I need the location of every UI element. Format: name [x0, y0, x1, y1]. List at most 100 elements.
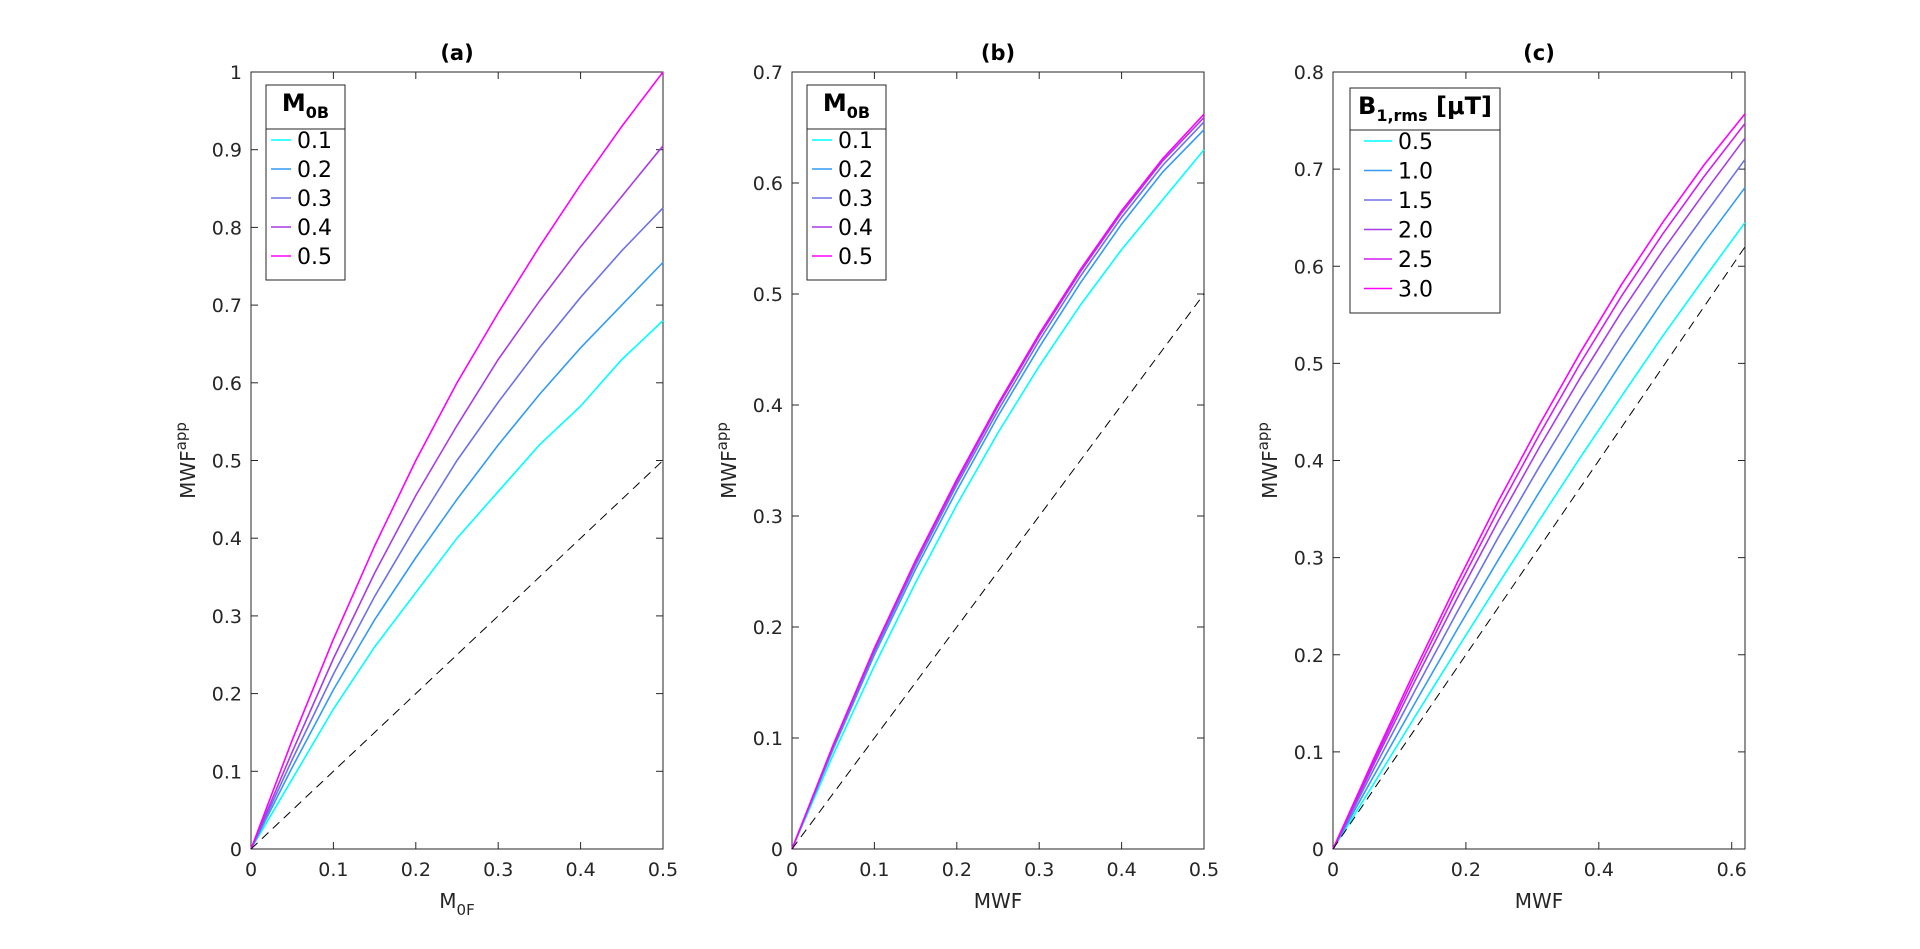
y-axis-title: MWFapp	[713, 422, 741, 499]
x-tick-label: 0	[245, 859, 257, 881]
y-tick-label: 1	[230, 62, 242, 84]
y-tick-label: 0.8	[1294, 62, 1324, 84]
legend-title: M0B	[282, 89, 329, 122]
panel-title: (a)	[440, 41, 473, 65]
legend-box	[806, 84, 887, 281]
legend-title-main: B	[1358, 92, 1376, 120]
series-line-0.2	[791, 129, 1205, 850]
x-tick-label: 0.4	[565, 859, 595, 881]
series-line-0.5	[791, 113, 1205, 850]
x-tick-label: 0	[1327, 859, 1339, 881]
y-tick-label: 0	[771, 839, 783, 861]
x-tick-label: 0.2	[942, 859, 972, 881]
y-tick-label: 0	[1312, 839, 1324, 861]
y-tick-label: 0.5	[1294, 353, 1324, 375]
y-tick-label: 0.4	[212, 528, 242, 550]
y-tick-label: 0.3	[1294, 548, 1324, 570]
y-tick-label: 0.6	[212, 373, 242, 395]
legend-entry-label: 0.2	[297, 158, 332, 183]
y-tick-label: 0.5	[753, 284, 783, 306]
x-tick-label: 0.2	[401, 859, 431, 881]
x-tick-label: 0.5	[648, 859, 678, 881]
y-tick-label: 0.3	[212, 606, 242, 628]
y-tick-label: 0.6	[753, 173, 783, 195]
legend-title-suffix: [μT]	[1428, 92, 1492, 120]
panel-title: (b)	[981, 41, 1015, 65]
y-tick-label: 0	[230, 839, 242, 861]
y-axis-title-main: MWF	[176, 450, 200, 499]
legend: B1,rms [μT] 0.5 1.0 1.5 2.0 2.5 3.0	[1349, 87, 1501, 314]
series-line-3.0	[1332, 113, 1746, 850]
x-tick-label: 0.2	[1451, 859, 1481, 881]
y-tick-label: 0.1	[212, 761, 242, 783]
x-tick-label: 0.3	[1024, 859, 1054, 881]
x-tick-label: 0.1	[859, 859, 889, 881]
x-tick-label: 0.4	[1106, 859, 1136, 881]
identity-reference-line	[791, 293, 1205, 850]
series-line-1.5	[1332, 158, 1746, 850]
chart-panel-c: 0 0.2 0.4 0.6 0 0.1 0.2 0.3 0.4 0.5 0.6 0.7 0.8 (c) MW…	[1254, 41, 1747, 913]
x-axis-title-main: MWF	[1515, 889, 1564, 913]
x-axis-title: MWF	[1515, 889, 1564, 913]
x-tick-label: 0	[786, 859, 798, 881]
x-axis-title-sub: 0F	[457, 901, 475, 919]
legend: M0B 0.1 0.2 0.3 0.4 0.5	[806, 84, 887, 281]
legend-entry-label: 2.5	[1398, 248, 1433, 273]
identity-reference-line	[250, 460, 664, 850]
y-axis-title-main: MWF	[717, 450, 741, 499]
x-axis-title: MWF	[974, 889, 1023, 913]
legend: M0B 0.1 0.2 0.3 0.4 0.5	[265, 84, 346, 281]
panel-title: (c)	[1523, 41, 1555, 65]
series-line-0.5	[1332, 222, 1746, 850]
legend-entry-label: 0.2	[838, 158, 873, 183]
y-tick-label: 0.9	[212, 140, 242, 162]
legend-title-main: M	[282, 89, 306, 117]
y-tick-label: 0.8	[212, 217, 242, 239]
series-line-0.4	[250, 145, 664, 850]
legend-entry-label: 0.3	[838, 187, 873, 212]
y-axis-title: MWFapp	[172, 422, 200, 499]
y-tick-label: 0.6	[1294, 256, 1324, 278]
y-axis-title-main: MWF	[1258, 450, 1282, 499]
legend-entry-label: 1.0	[1398, 160, 1433, 185]
x-axis-title-main: MWF	[974, 889, 1023, 913]
chart-panel-b: 0 0.1 0.2 0.3 0.4 0.5 0 0.1 0.2 0.3 0.4 0.5 0.6 0.7 (b…	[713, 41, 1219, 913]
series-line-2.0	[1332, 137, 1746, 850]
y-tick-label: 0.1	[1294, 742, 1324, 764]
series-line-0.5	[250, 71, 664, 850]
legend-box	[265, 84, 346, 281]
legend-entry-label: 0.5	[297, 245, 332, 270]
legend-entry-label: 0.4	[838, 216, 873, 241]
y-tick-label: 0.3	[753, 506, 783, 528]
series-line-0.1	[250, 320, 664, 850]
series-line-1.0	[1332, 187, 1746, 850]
legend-entry-label: 3.0	[1398, 278, 1433, 303]
y-tick-label: 0.7	[212, 295, 242, 317]
legend-entry-label: 2.0	[1398, 219, 1433, 244]
legend-title-main: M	[823, 89, 847, 117]
legend-entry-label: 0.3	[297, 187, 332, 212]
series-line-0.3	[250, 207, 664, 850]
legend-title-sub: 0B	[306, 103, 329, 122]
y-tick-label: 0.7	[753, 62, 783, 84]
x-tick-label: 0.4	[1584, 859, 1614, 881]
legend-title: M0B	[823, 89, 870, 122]
y-tick-label: 0.7	[1294, 159, 1324, 181]
y-axis-title: MWFapp	[1254, 422, 1282, 499]
x-axis-title: M0F	[439, 889, 474, 919]
chart-panel-a: 0 0.1 0.2 0.3 0.4 0.5 0 0.1 0.2 0.3 0.4 0.5 0.6 0.7 0.…	[172, 41, 678, 919]
y-axis-title-sup: app	[713, 422, 731, 450]
y-tick-label: 0.5	[212, 451, 242, 473]
identity-reference-line	[1332, 246, 1746, 850]
x-axis-title-main: M	[439, 889, 456, 913]
x-tick-label: 0.6	[1717, 859, 1747, 881]
legend-entry-label: 0.1	[297, 129, 332, 154]
series-line-0.2	[250, 261, 664, 850]
y-axis-title-sup: app	[1254, 422, 1272, 450]
legend-entry-label: 0.1	[838, 129, 873, 154]
series-line-0.1	[791, 149, 1205, 850]
y-tick-label: 0.2	[1294, 645, 1324, 667]
series-line-2.5	[1332, 122, 1746, 850]
x-tick-label: 0.3	[483, 859, 513, 881]
